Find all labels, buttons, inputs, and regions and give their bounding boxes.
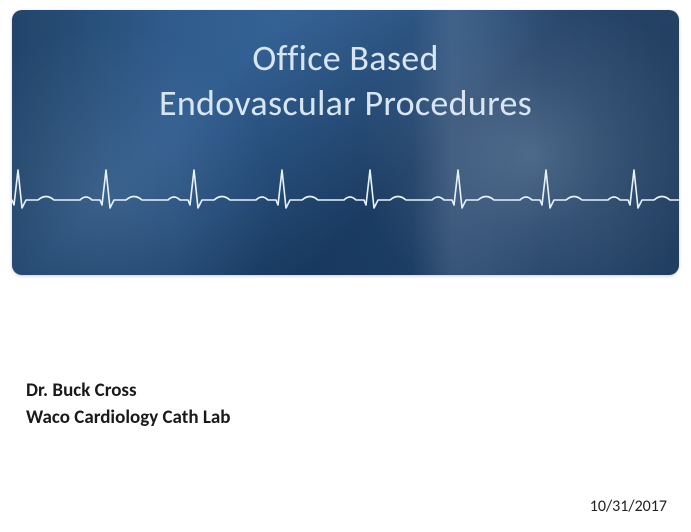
author-name: Dr. Buck Cross (26, 378, 230, 405)
title-banner: Office Based Endovascular Procedures (12, 10, 679, 275)
banner-title-block: Office Based Endovascular Procedures (12, 36, 679, 126)
author-affiliation: Waco Cardiology Cath Lab (26, 405, 230, 432)
ecg-trace (12, 155, 679, 225)
ecg-svg (12, 155, 679, 225)
title-line-1: Office Based (12, 36, 679, 81)
author-block: Dr. Buck Cross Waco Cardiology Cath Lab (26, 378, 230, 431)
slide-date: 10/31/2017 (590, 497, 667, 516)
title-line-2: Endovascular Procedures (12, 81, 679, 126)
